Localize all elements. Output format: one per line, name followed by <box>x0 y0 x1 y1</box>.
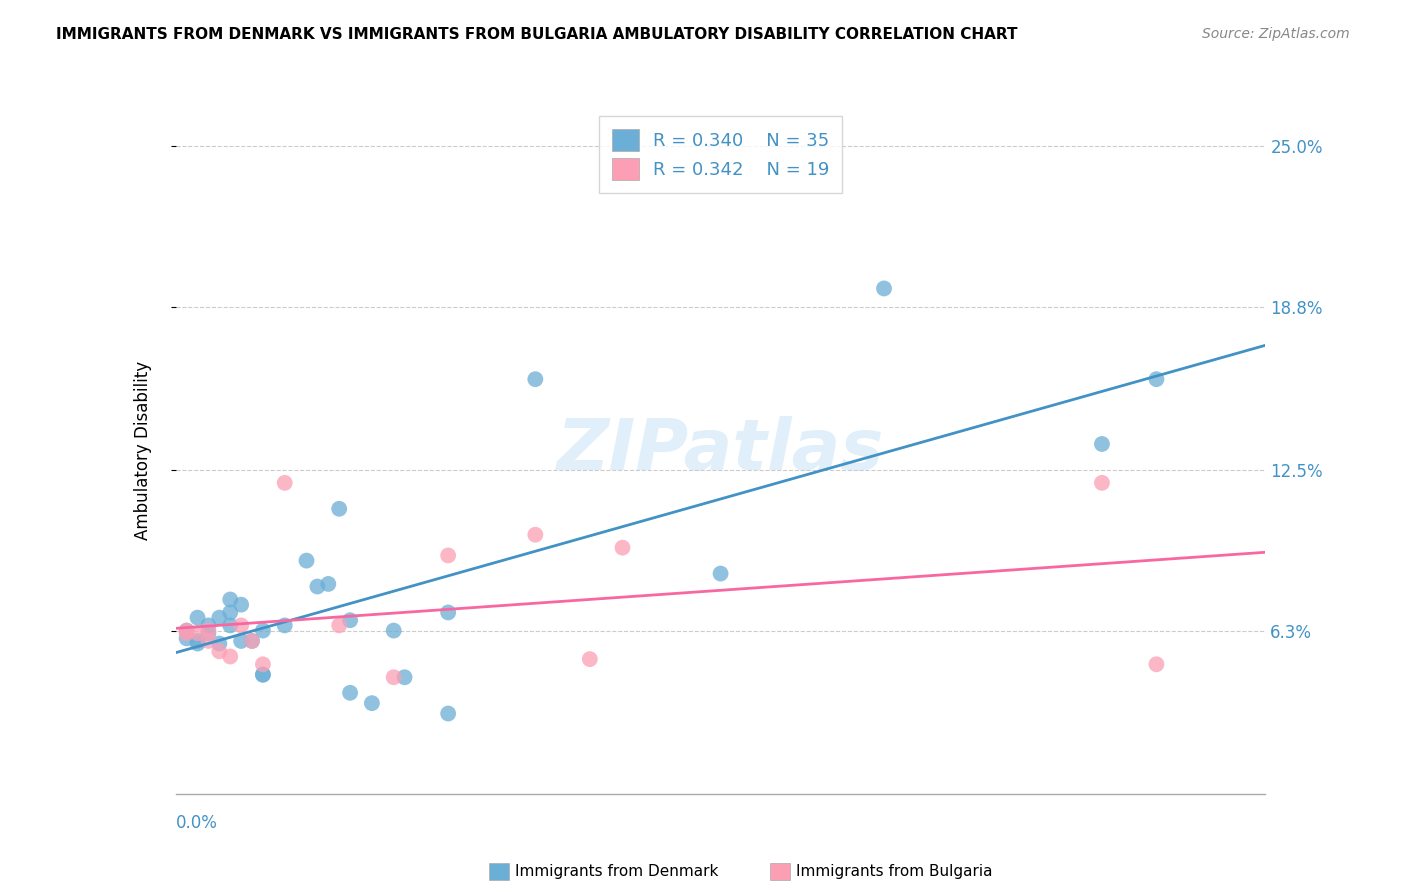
Point <box>318 577 340 591</box>
Point <box>176 632 198 646</box>
Point <box>524 527 547 541</box>
Point <box>710 566 733 581</box>
Text: Source: ZipAtlas.com: Source: ZipAtlas.com <box>1202 27 1350 41</box>
Legend: R = 0.340    N = 35, R = 0.342    N = 19: R = 0.340 N = 35, R = 0.342 N = 19 <box>599 116 842 193</box>
Point <box>231 598 253 612</box>
Point <box>360 696 382 710</box>
Y-axis label: Ambulatory Disability: Ambulatory Disability <box>134 361 152 540</box>
Point <box>295 553 318 567</box>
Point <box>208 644 231 658</box>
Text: Immigrants from Bulgaria: Immigrants from Bulgaria <box>796 864 993 879</box>
Point <box>208 636 231 650</box>
Point <box>219 592 242 607</box>
Point <box>240 634 263 648</box>
Point <box>208 610 231 624</box>
Point <box>197 624 219 638</box>
Point <box>274 475 297 490</box>
Point <box>240 634 263 648</box>
Point <box>437 706 460 721</box>
Point <box>873 281 896 295</box>
Point <box>186 634 209 648</box>
Point <box>252 667 274 681</box>
Point <box>219 649 242 664</box>
Point <box>252 667 274 681</box>
Point <box>339 686 361 700</box>
Point <box>219 618 242 632</box>
Point <box>197 618 219 632</box>
Point <box>1091 475 1114 490</box>
Point <box>231 634 253 648</box>
Point <box>197 634 219 648</box>
Point <box>394 670 416 684</box>
Point <box>524 372 547 386</box>
Text: ZIPatlas: ZIPatlas <box>557 416 884 485</box>
Bar <box>770 863 790 880</box>
Point <box>1144 372 1167 386</box>
Point <box>437 606 460 620</box>
Point <box>252 624 274 638</box>
Point <box>1091 437 1114 451</box>
Point <box>197 626 219 640</box>
Bar <box>489 863 509 880</box>
Point <box>176 626 198 640</box>
Point <box>219 606 242 620</box>
Point <box>186 636 209 650</box>
Point <box>328 501 350 516</box>
Point <box>328 618 350 632</box>
Point <box>274 618 297 632</box>
Point <box>382 624 405 638</box>
Point <box>339 613 361 627</box>
Point <box>231 618 253 632</box>
Point <box>176 624 198 638</box>
Point <box>437 549 460 563</box>
Point <box>382 670 405 684</box>
Point <box>579 652 602 666</box>
Point <box>186 610 209 624</box>
Point <box>186 626 209 640</box>
Point <box>307 580 329 594</box>
Point <box>612 541 634 555</box>
Point <box>1144 657 1167 672</box>
Text: 0.0%: 0.0% <box>176 814 218 832</box>
Text: Immigrants from Denmark: Immigrants from Denmark <box>515 864 718 879</box>
Point <box>176 624 198 638</box>
Text: IMMIGRANTS FROM DENMARK VS IMMIGRANTS FROM BULGARIA AMBULATORY DISABILITY CORREL: IMMIGRANTS FROM DENMARK VS IMMIGRANTS FR… <box>56 27 1018 42</box>
Point <box>252 657 274 672</box>
